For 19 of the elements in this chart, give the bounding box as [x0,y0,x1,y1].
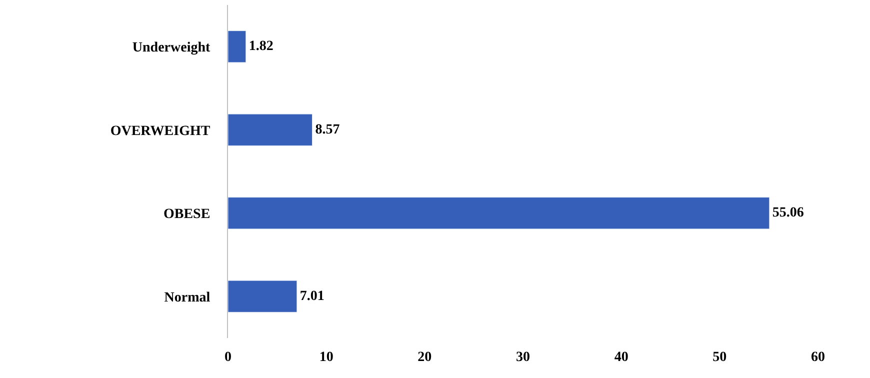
x-tick-label: 40 [614,350,628,365]
x-tick-label: 20 [418,350,432,365]
data-label: 8.57 [315,122,340,138]
x-tick-label: 50 [712,350,727,365]
data-label: 55.06 [772,206,804,221]
y-tick-label: OBESE [163,207,210,222]
data-label: 7.01 [300,288,324,304]
bar [228,197,770,230]
y-tick-label: Normal [164,290,210,306]
x-tick-label: 60 [811,350,825,365]
x-tick-label: 0 [224,350,232,365]
bar [228,30,246,63]
bar [228,114,313,146]
bar [228,280,298,312]
x-tick-label: 30 [516,350,530,365]
data-label: 1.82 [248,39,274,54]
y-tick-label: OVERWEIGHT [110,124,211,139]
y-tick-label: Underweight [132,40,211,56]
x-tick-label: 10 [319,350,334,365]
